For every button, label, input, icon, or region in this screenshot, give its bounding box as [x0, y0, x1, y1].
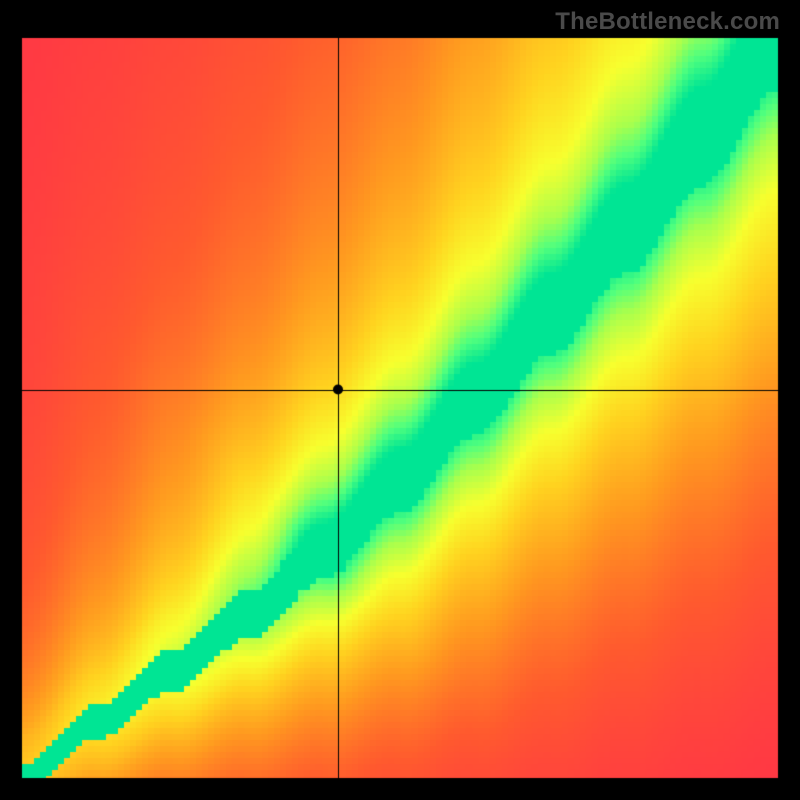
heatmap-canvas — [0, 0, 800, 800]
chart-container: TheBottleneck.com — [0, 0, 800, 800]
watermark-text: TheBottleneck.com — [555, 8, 780, 36]
